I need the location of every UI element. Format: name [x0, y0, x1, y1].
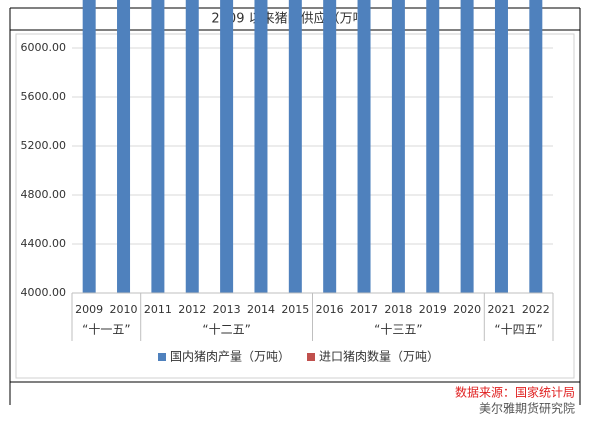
y-tick-label: 4000.00: [21, 286, 67, 299]
bar: [151, 0, 165, 293]
y-tick-label: 5200.00: [21, 139, 67, 152]
legend-label: 进口猪肉数量（万吨）: [319, 349, 439, 364]
y-tick-label: 4800.00: [21, 188, 67, 201]
bar: [288, 0, 302, 293]
x-tick-label: 2016: [316, 303, 344, 316]
bar: [529, 0, 543, 294]
bar: [460, 0, 474, 293]
legend-swatch: [307, 353, 315, 361]
bar: [494, 0, 508, 293]
x-tick-label: 2015: [281, 303, 309, 316]
x-tick-label: 2018: [384, 303, 412, 316]
group-label: “十四五”: [494, 323, 542, 337]
group-label: “十一五”: [82, 323, 130, 337]
bar: [357, 0, 371, 294]
bar: [117, 0, 131, 293]
bar: [82, 0, 96, 294]
bar: [185, 0, 199, 294]
x-tick-label: 2010: [110, 303, 138, 316]
x-tick-label: 2019: [419, 303, 447, 316]
bar: [323, 0, 337, 293]
x-tick-label: 2012: [178, 303, 206, 316]
y-tick-label: 5600.00: [21, 90, 67, 103]
x-tick-label: 2022: [522, 303, 550, 316]
group-label: “十三五”: [374, 323, 422, 337]
y-tick-label: 4400.00: [21, 237, 67, 250]
x-tick-label: 2017: [350, 303, 378, 316]
watermark: 美尔雅期货研究院: [479, 401, 575, 416]
x-tick-label: 2009: [75, 303, 103, 316]
x-tick-label: 2014: [247, 303, 275, 316]
bar: [391, 0, 405, 293]
source: 数据来源：国家统计局: [455, 385, 575, 400]
x-tick-label: 2021: [487, 303, 515, 316]
x-tick-label: 2020: [453, 303, 481, 316]
legend-swatch: [158, 353, 166, 361]
bar: [254, 0, 268, 293]
bar: [220, 0, 234, 294]
x-tick-label: 2013: [213, 303, 241, 316]
legend-label: 国内猪肉产量（万吨）: [170, 350, 290, 364]
group-label: “十二五”: [202, 323, 250, 337]
bar: [426, 0, 440, 293]
x-tick-label: 2011: [144, 303, 172, 316]
y-tick-label: 6000.00: [21, 41, 67, 54]
